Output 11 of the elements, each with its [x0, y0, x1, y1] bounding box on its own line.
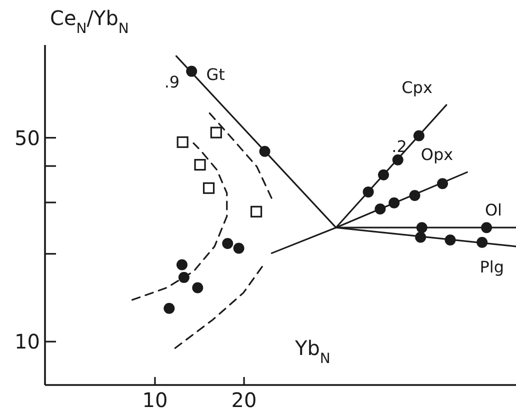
y-axis-title: Ce$_{N}$/Yb$_{N}$: [50, 6, 129, 37]
y-tick-label: 50: [14, 126, 40, 150]
x-tick-label: 20: [231, 388, 257, 412]
series-label: Gt: [206, 65, 225, 84]
series-label: Ol: [484, 200, 502, 220]
series-label: Plg: [480, 257, 504, 276]
annotation: .2: [392, 136, 407, 156]
annotation: .9: [164, 72, 180, 92]
x-axis-title: Yb$_{N}$: [294, 336, 330, 367]
series-label: Opx: [420, 145, 454, 164]
series-label: Cpx: [402, 78, 432, 97]
